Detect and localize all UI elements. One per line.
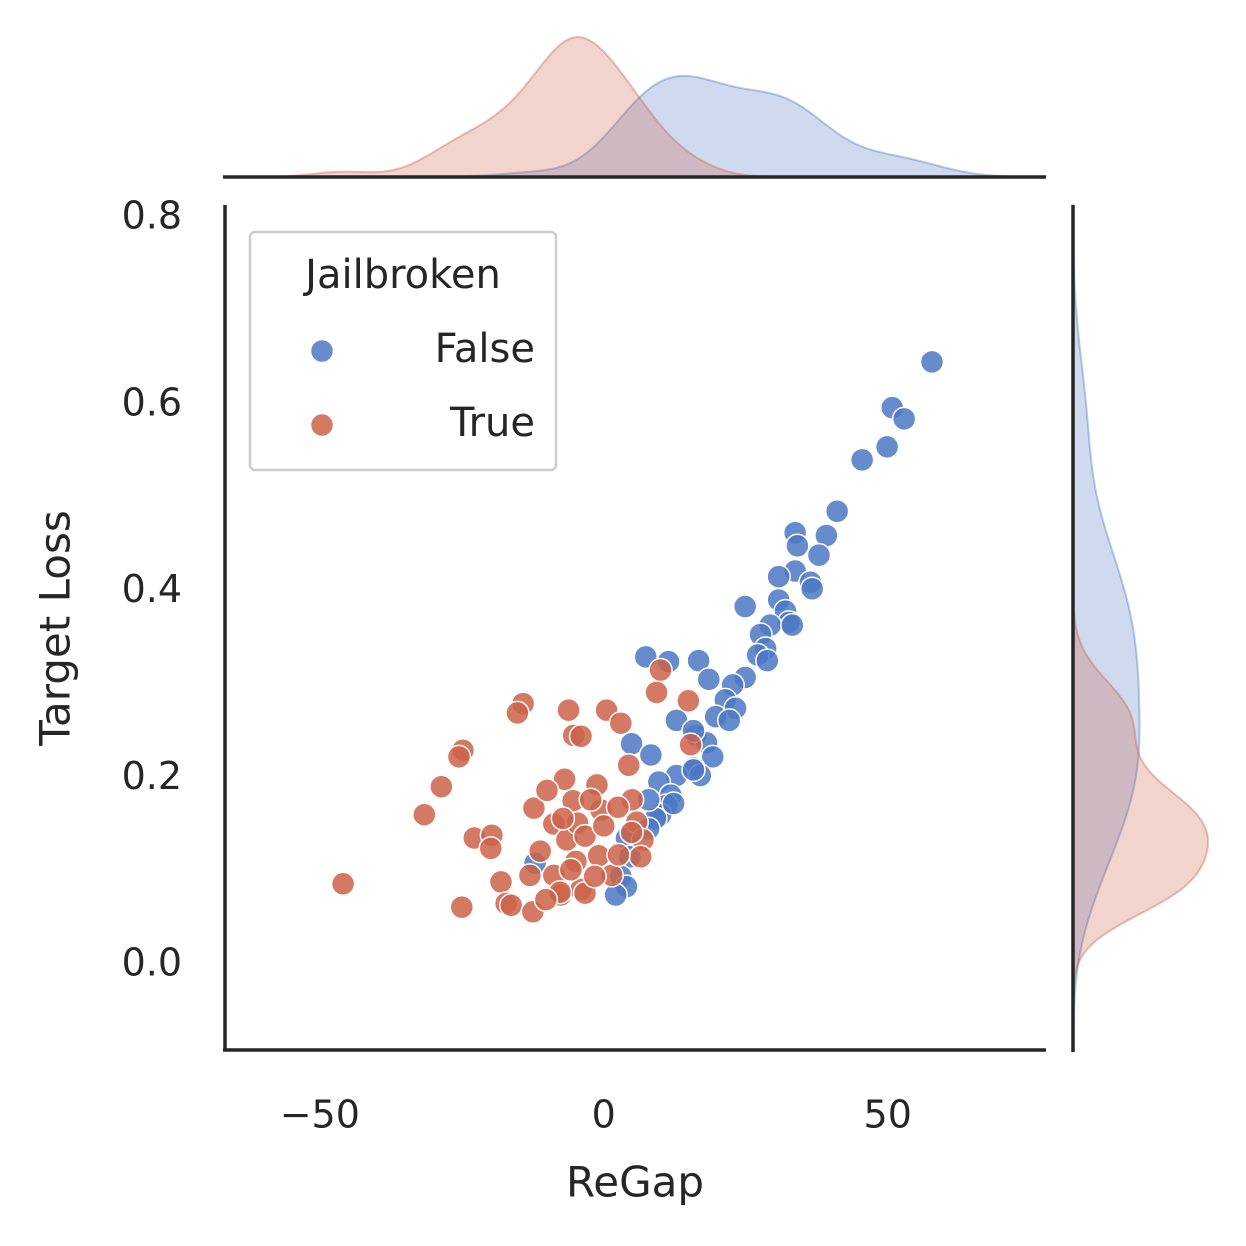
- point: [429, 774, 454, 799]
- point: [676, 688, 701, 714]
- point: [717, 708, 742, 733]
- point: [785, 533, 810, 559]
- point: [661, 791, 686, 816]
- point: [550, 806, 576, 831]
- point: [619, 820, 644, 845]
- point: [572, 823, 598, 849]
- point: [608, 710, 634, 736]
- point: [533, 887, 559, 912]
- point: [755, 648, 780, 673]
- point: [568, 724, 594, 749]
- point: [696, 667, 722, 692]
- x-tick-label: 0: [592, 1093, 616, 1137]
- point: [874, 434, 900, 460]
- point: [446, 744, 472, 770]
- point: [478, 836, 504, 861]
- y-tick-label: 0.4: [122, 567, 182, 611]
- point: [591, 813, 617, 839]
- point: [505, 700, 530, 726]
- point: [678, 732, 703, 757]
- point: [449, 894, 475, 920]
- point: [732, 594, 758, 619]
- legend-marker: [309, 338, 335, 364]
- point: [527, 838, 553, 864]
- point: [644, 680, 669, 705]
- point: [824, 499, 850, 524]
- point: [330, 871, 356, 897]
- legend-marker: [309, 412, 335, 438]
- point: [799, 576, 825, 602]
- point: [556, 697, 581, 723]
- point: [891, 406, 917, 432]
- point: [648, 657, 673, 683]
- points: [330, 349, 945, 925]
- y-tick-label: 0.0: [122, 941, 182, 985]
- point: [521, 795, 547, 821]
- point: [806, 542, 832, 568]
- kde-top: [225, 35, 1045, 178]
- y-tick-label: 0.2: [122, 754, 182, 798]
- point: [606, 842, 631, 868]
- legend: Jailbroken False True: [248, 230, 558, 472]
- point: [628, 844, 653, 869]
- y-tick-label: 0.8: [122, 194, 182, 238]
- point: [552, 766, 577, 792]
- point: [686, 648, 711, 673]
- legend-title: Jailbroken: [302, 252, 501, 298]
- y-axis-label: Target Loss: [31, 510, 80, 746]
- point: [616, 752, 642, 778]
- point: [605, 794, 631, 820]
- marginals: [225, 35, 1210, 1051]
- point: [488, 869, 514, 895]
- y-tick-label: 0.6: [122, 380, 182, 424]
- point: [582, 864, 607, 889]
- point: [498, 893, 524, 918]
- point: [534, 778, 560, 803]
- point: [681, 757, 706, 783]
- kde-right: [1072, 204, 1141, 1051]
- legend-label: True: [449, 400, 535, 446]
- point: [919, 349, 945, 375]
- point: [700, 744, 726, 770]
- x-tick-label: 50: [864, 1093, 912, 1137]
- point: [578, 787, 603, 813]
- legend-label: False: [435, 326, 535, 372]
- x-axis-label: ReGap: [566, 1158, 704, 1207]
- point: [780, 612, 805, 638]
- point: [558, 857, 584, 883]
- point: [638, 742, 664, 768]
- point: [849, 447, 875, 473]
- point: [766, 564, 791, 589]
- point: [517, 863, 543, 888]
- x-tick-label: −50: [280, 1093, 360, 1137]
- legend-box: [248, 230, 558, 472]
- point: [412, 802, 437, 827]
